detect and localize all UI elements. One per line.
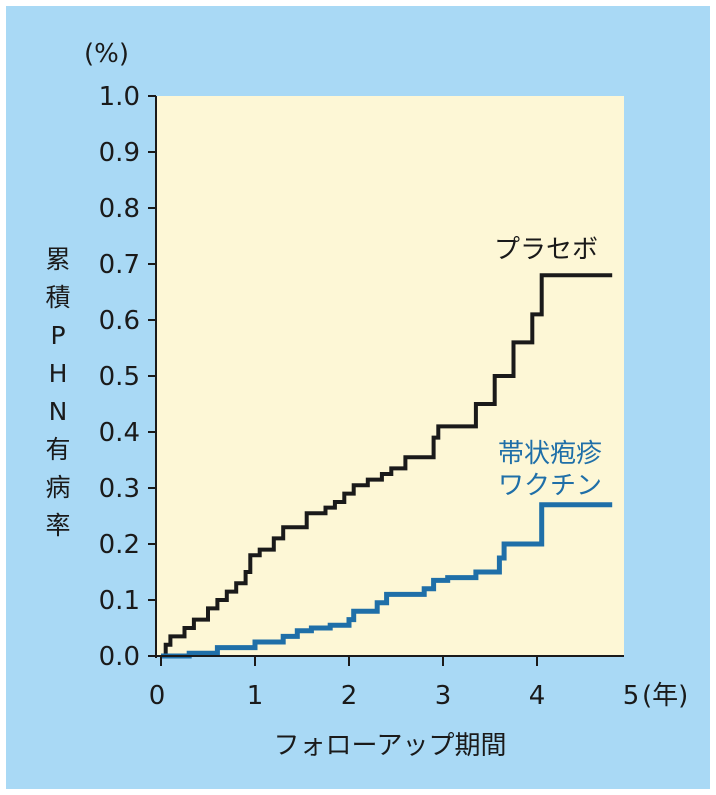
y-axis-title-char: N [49,397,68,426]
y-axis-title-char: 積 [45,283,70,312]
x-tick-label: 4 [529,681,546,711]
y-axis-title-char: 率 [45,511,70,540]
y-tick-label: 0.4 [99,418,140,448]
y-tick-label: 0.0 [99,642,140,672]
x-tick-label: 0 [149,681,166,711]
y-tick-label: 0.2 [99,530,140,560]
x-tick-label: 5 [623,681,640,711]
vaccine-series-label: ワクチン [498,471,602,501]
vaccine-series-line [161,502,613,659]
x-tick-label: 2 [341,681,358,711]
x-tick-label: 1 [247,681,264,711]
y-axis-title-char: 有 [45,435,70,464]
y-unit-label: (%) [84,39,129,69]
placebo-series-line [161,273,613,658]
x-tick-label: 3 [435,681,452,711]
y-axis-title-char: P [50,321,65,350]
cumulative-incidence-chart: 0.0 0.1 0.2 0.3 0.4 0.5 0.6 0.7 0.8 0.9 1.0 0 1 2 3 4 5… [45,39,688,761]
vaccine-series-label: 帯状疱疹 [498,439,602,469]
y-axis-title-char: H [49,359,68,388]
y-tick-label: 1.0 [99,82,140,112]
y-tick-label: 0.9 [99,138,140,168]
chart-frame: 0.0 0.1 0.2 0.3 0.4 0.5 0.6 0.7 0.8 0.9 1.0 0 1 2 3 4 5… [6,6,710,789]
y-tick-label: 0.3 [99,474,140,504]
y-axis-title-char: 累 [45,245,70,274]
y-tick-label: 0.8 [99,194,140,224]
plot-area [156,96,624,656]
y-tick-label: 0.5 [99,362,140,392]
y-tick-label: 0.1 [99,586,140,616]
y-axis-title-char: 病 [45,473,70,502]
x-axis-title: フォローアップ期間 [274,731,507,761]
placebo-series-label: プラセボ [494,235,598,265]
y-tick-label: 0.6 [99,306,140,336]
x-unit-label: (年) [642,681,688,711]
y-tick-label: 0.7 [99,250,140,280]
